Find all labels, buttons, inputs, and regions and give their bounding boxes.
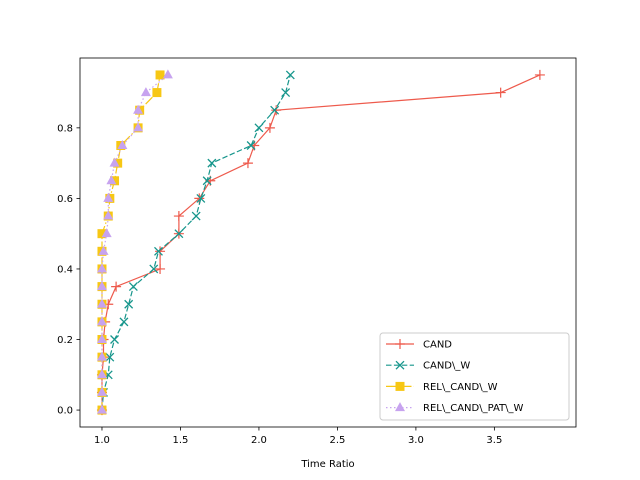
legend-marker: [395, 339, 405, 349]
data-point: [96, 316, 107, 326]
x-axis-label: Time Ratio: [300, 459, 354, 470]
data-point: [133, 104, 144, 114]
axes-frame: [79, 57, 577, 428]
data-point: [149, 264, 159, 274]
data-point: [103, 192, 114, 202]
data-point: [96, 351, 107, 361]
legend-entry: CAND\_W: [386, 361, 470, 372]
data-point: [119, 317, 129, 327]
data-point: [246, 141, 256, 150]
data-point: [196, 193, 206, 203]
legend-label: REL\_CAND\_W: [423, 382, 498, 393]
data-point: [96, 298, 107, 308]
series-line: [101, 74, 291, 411]
data-point: [101, 228, 112, 238]
x-tick-label: 2.0: [251, 435, 267, 446]
axis-ticks: 1.0 1.5 2.0 2.5 3.0 3.5 0.0 0.2 0.4 0.6 0.8: [57, 123, 502, 446]
y-tick-label: 0.0: [57, 406, 73, 417]
data-point: [155, 246, 166, 257]
legend-entry: REL\_CAND\_W: [386, 381, 498, 393]
data-point: [155, 70, 165, 80]
data-point: [534, 69, 545, 80]
data-point: [98, 245, 109, 255]
data-point: [242, 158, 253, 169]
legend-label: CAND: [423, 340, 452, 351]
data-point: [174, 229, 184, 239]
legend-entry: CAND: [386, 339, 452, 351]
data-point: [110, 176, 120, 186]
data-point: [133, 122, 144, 132]
data-point: [124, 299, 134, 309]
data-point: [202, 176, 212, 186]
legend-marker: [395, 360, 405, 370]
data-point: [285, 70, 295, 80]
data-point: [117, 139, 128, 149]
y-tick-label: 0.2: [57, 335, 73, 346]
data-point: [173, 211, 184, 222]
legend: CAND CAND\_W REL\_CAND\_W REL\_CAND\_PAT\_W: [379, 332, 570, 421]
legend-entry: REL\_CAND\_PAT\_W: [386, 402, 524, 414]
y-tick-label: 0.6: [57, 194, 73, 205]
data-point: [155, 263, 166, 274]
y-tick-label: 0.8: [57, 123, 73, 134]
data-point: [254, 123, 264, 133]
legend-marker: [395, 381, 405, 391]
legend-box: [379, 332, 570, 421]
data-point: [152, 88, 162, 98]
data-point: [194, 193, 205, 204]
plot-area: [96, 69, 545, 416]
data-point: [128, 282, 138, 292]
x-tick-label: 1.5: [173, 435, 189, 446]
legend-marker: [395, 402, 405, 412]
data-point: [271, 105, 282, 116]
data-point: [281, 88, 291, 98]
data-point: [97, 229, 107, 239]
data-point: [113, 158, 123, 168]
data-point: [109, 157, 120, 167]
data-point: [162, 69, 173, 79]
data-point: [110, 335, 119, 344]
data-point: [96, 386, 107, 396]
x-tick-label: 1.0: [94, 435, 110, 446]
data-point: [270, 105, 280, 115]
data-point: [96, 263, 107, 273]
data-point: [96, 334, 107, 344]
data-point: [105, 352, 115, 362]
data-point: [140, 87, 151, 97]
data-point: [495, 87, 506, 98]
legend-label: CAND\_W: [423, 361, 470, 372]
data-point: [96, 281, 107, 291]
x-tick-label: 3.5: [486, 435, 502, 446]
data-point: [207, 158, 217, 168]
x-tick-label: 3.0: [408, 435, 424, 446]
data-point: [103, 210, 114, 220]
data-point: [154, 246, 163, 256]
data-point: [96, 369, 107, 379]
data-point: [264, 122, 275, 133]
data-point: [106, 175, 117, 185]
x-tick-label: 2.5: [329, 435, 345, 446]
series-3: [96, 69, 173, 414]
data-point: [191, 211, 201, 221]
y-tick-label: 0.4: [57, 264, 73, 275]
legend-label: REL\_CAND\_PAT\_W: [423, 403, 524, 414]
data-point: [111, 281, 122, 292]
data-point: [96, 404, 107, 414]
